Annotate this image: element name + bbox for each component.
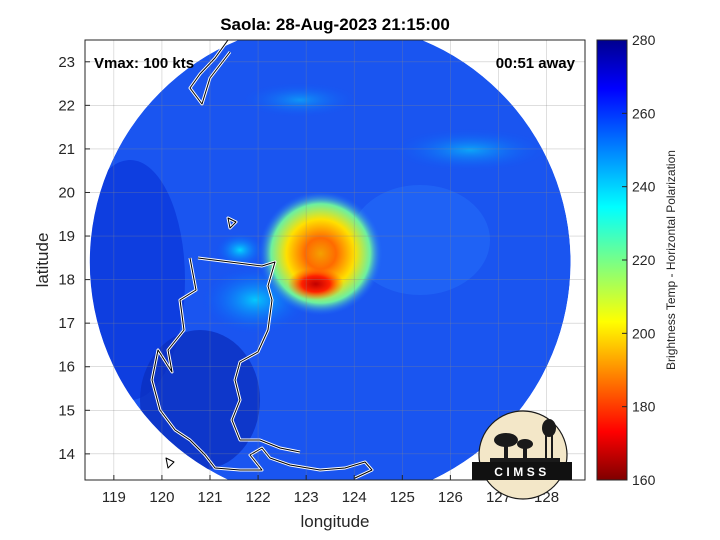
grid-lines [85,40,585,480]
rain-band-west [215,232,265,268]
y-tick-label: 14 [58,446,75,463]
x-tick-label: 125 [390,489,415,506]
vmax-annotation: Vmax: 100 kts [94,55,194,72]
x-axis-label: longitude [300,512,369,531]
x-tick-label: 122 [246,489,271,506]
x-tick-label: 124 [342,489,367,506]
logo-text: CIMSS [494,465,550,479]
plot-frame [84,39,586,481]
colorbar-tick-label: 280 [632,32,656,48]
chart-title: Saola: 28-Aug-2023 21:15:00 [220,15,450,34]
colorbar-tick-label: 260 [632,105,656,121]
time-away-annotation: 00:51 away [496,55,576,72]
outer-band-east [350,185,490,295]
x-tick-label: 119 [102,489,126,506]
y-tick-label: 15 [58,402,75,419]
y-tick-label: 22 [58,97,75,114]
y-tick-label: 18 [58,272,75,289]
y-tick-label: 23 [58,54,75,71]
brightness-swath [89,40,571,480]
y-tick-label: 19 [58,228,75,245]
coastline [151,40,373,479]
colorbar-tick-label: 180 [632,399,656,415]
y-tick-label: 21 [58,141,75,158]
colorbar-tick-label: 240 [632,179,656,195]
colorbar-tick-label: 200 [632,325,656,341]
cimss-logo: CIMSS [472,410,572,500]
y-axis: 14 15 16 17 18 19 20 21 22 23 [58,54,90,463]
y-tick-label: 20 [58,184,75,201]
colorbar-ticks: 160 180 200 220 240 260 280 [622,32,656,488]
storm-cold-core [287,267,344,300]
colorbar-label: Brightness Temp - Horizontal Polarizatio… [664,150,678,370]
y-axis-label: latitude [33,233,52,288]
colorbar-tick-label: 160 [632,472,656,488]
colorbar-tick-label: 220 [632,252,656,268]
x-tick-label: 120 [149,489,174,506]
logo-banner [472,462,572,480]
x-tick-label: 123 [294,489,319,506]
y-tick-label: 16 [58,359,75,376]
cloud-band-north [240,82,360,118]
cloud-band-northeast [390,128,550,172]
x-tick-label: 126 [438,489,463,506]
x-axis: 119 120 121 122 123 124 125 126 127 128 [102,475,559,506]
y-tick-label: 17 [58,315,75,332]
x-tick-label: 121 [197,489,222,506]
